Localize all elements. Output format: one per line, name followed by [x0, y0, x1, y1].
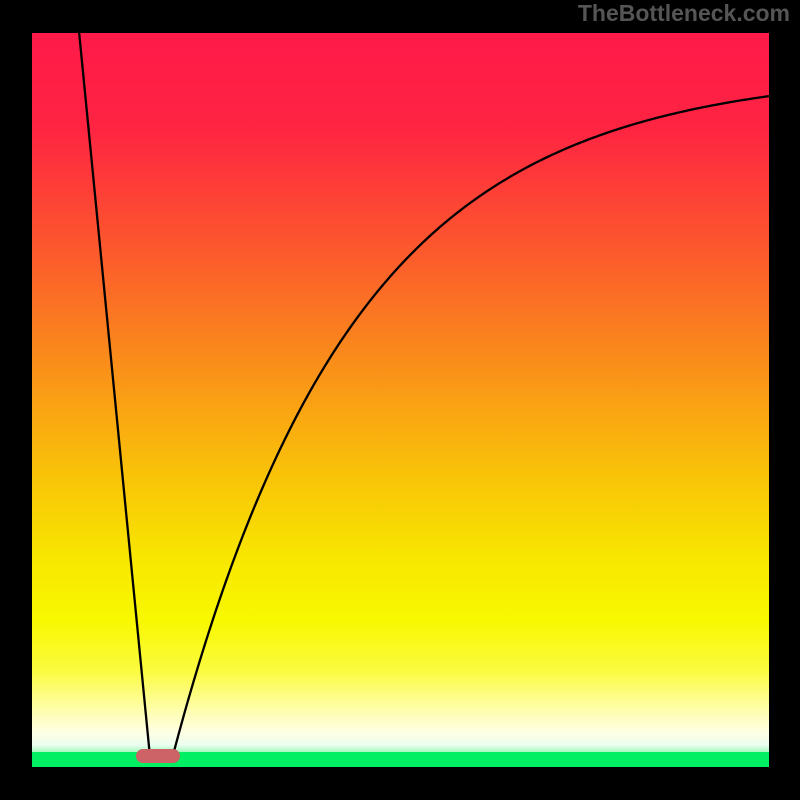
- figure-outer: TheBottleneck.com: [0, 0, 800, 800]
- bottleneck-marker: [136, 749, 180, 763]
- plot-area: [32, 33, 769, 767]
- curve-overlay: [32, 33, 769, 767]
- watermark-text: TheBottleneck.com: [578, 2, 790, 25]
